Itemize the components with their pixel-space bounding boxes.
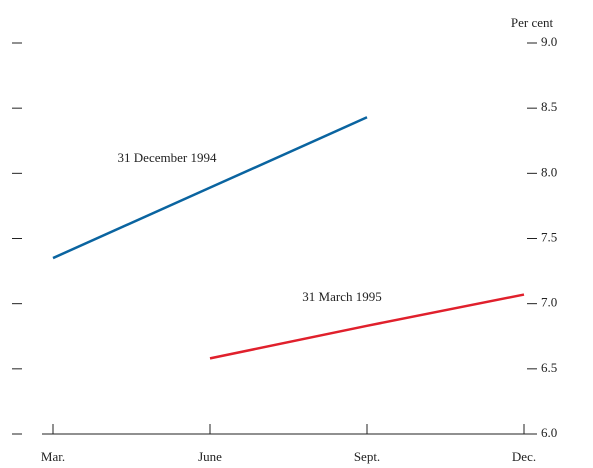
y-tick-label: 7.5	[541, 229, 557, 244]
series-line	[52, 116, 368, 260]
y-tick-label: 8.0	[541, 164, 557, 179]
y-tick-label: 9.0	[541, 34, 557, 49]
y-tick-label: 8.5	[541, 99, 557, 114]
x-tick-label: Dec.	[512, 449, 536, 464]
y-tick-label: 7.0	[541, 295, 557, 310]
y-tick-label: 6.0	[541, 425, 557, 440]
x-tick-label: June	[198, 449, 222, 464]
x-tick-label: Mar.	[41, 449, 65, 464]
y-tick-label: 6.5	[541, 360, 557, 375]
x-tick-label: Sept.	[354, 449, 380, 464]
y-axis-label: Per cent	[511, 15, 554, 30]
series-line	[209, 293, 525, 360]
series-label: 31 March 1995	[302, 289, 381, 304]
series-label: 31 December 1994	[118, 150, 217, 165]
